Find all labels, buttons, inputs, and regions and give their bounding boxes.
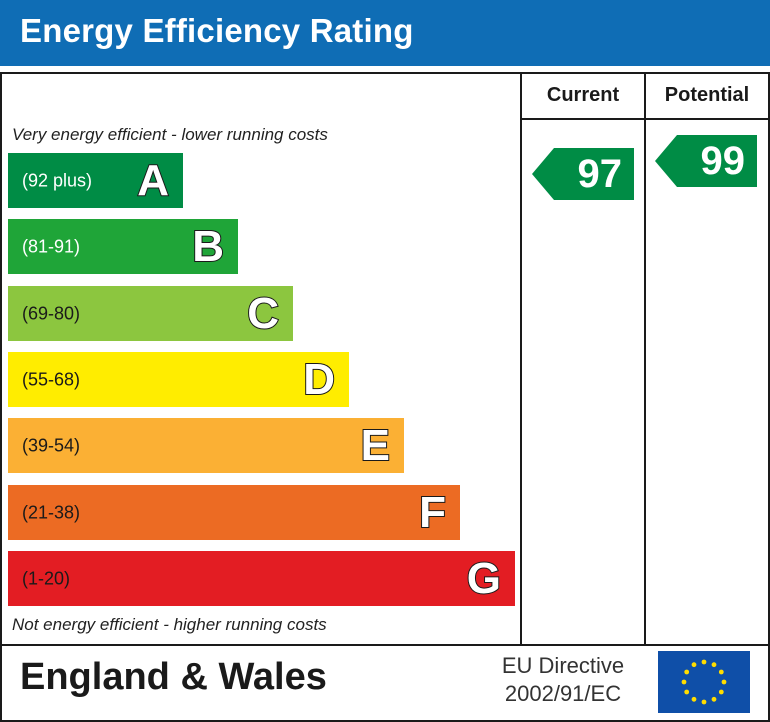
band-range-f: (21-38) <box>22 502 81 522</box>
column-header-current: Current <box>546 84 620 106</box>
band-range-a: (92 plus) <box>22 170 93 190</box>
note-efficient: Very energy efficient - lower running co… <box>12 125 328 144</box>
column-header-potential: Potential <box>664 84 750 106</box>
band-letter-e: E <box>360 420 391 470</box>
footer-region: England & Wales <box>20 656 327 698</box>
header-row-divider <box>522 118 770 120</box>
potential-arrow-polygon <box>655 135 757 187</box>
eu-star <box>684 689 690 695</box>
band-letter-c: C <box>246 288 280 338</box>
eu-star <box>701 659 707 665</box>
band-range-e: (39-54) <box>22 435 81 455</box>
band-letter-f: F <box>418 487 447 537</box>
footer-directive: EU Directive 2002/91/EC <box>480 652 646 708</box>
eu-star <box>718 689 724 695</box>
eu-stars <box>681 659 727 705</box>
current-arrow-polygon <box>532 148 634 200</box>
band-b: (81-91) B <box>8 219 238 274</box>
band-letter-d: D <box>302 354 336 404</box>
band-c: (69-80) C <box>8 286 293 341</box>
current-rating-arrow: 97 <box>532 148 634 200</box>
band-letter-a: A <box>136 155 170 205</box>
eu-star <box>691 696 697 702</box>
eu-star <box>721 679 727 685</box>
directive-line1: EU Directive <box>501 653 625 678</box>
rating-frame <box>0 72 770 722</box>
header-bar: Energy Efficiency Rating <box>0 0 770 66</box>
eu-star <box>691 662 697 668</box>
eu-star <box>684 669 690 675</box>
eu-star <box>701 699 707 705</box>
band-range-g: (1-20) <box>22 568 71 588</box>
band-f: (21-38) F <box>8 485 460 540</box>
eu-flag-icon <box>658 651 750 713</box>
band-a: (92 plus) A <box>8 153 183 208</box>
potential-rating-value: 99 <box>700 139 746 183</box>
band-d: (55-68) D <box>8 352 349 407</box>
note-inefficient: Not energy efficient - higher running co… <box>12 615 327 634</box>
band-range-d: (55-68) <box>22 369 81 389</box>
eu-star <box>718 669 724 675</box>
current-rating-value: 97 <box>577 152 623 196</box>
directive-line2: 2002/91/EC <box>504 681 622 706</box>
divider-current <box>520 72 522 646</box>
band-letter-g: G <box>466 553 502 603</box>
band-range-b: (81-91) <box>22 236 81 256</box>
potential-arrow-shape <box>655 135 757 187</box>
current-arrow-shape <box>532 148 634 200</box>
eu-star <box>711 662 717 668</box>
eu-star <box>681 679 687 685</box>
eu-star <box>711 696 717 702</box>
divider-potential <box>644 72 646 646</box>
potential-rating-arrow: 99 <box>655 135 757 187</box>
footer-divider <box>0 644 770 646</box>
band-e: (39-54) E <box>8 418 404 473</box>
band-range-c: (69-80) <box>22 303 81 323</box>
band-g: (1-20) G <box>8 551 515 606</box>
page-title: Energy Efficiency Rating <box>20 12 414 49</box>
band-letter-b: B <box>191 221 225 271</box>
